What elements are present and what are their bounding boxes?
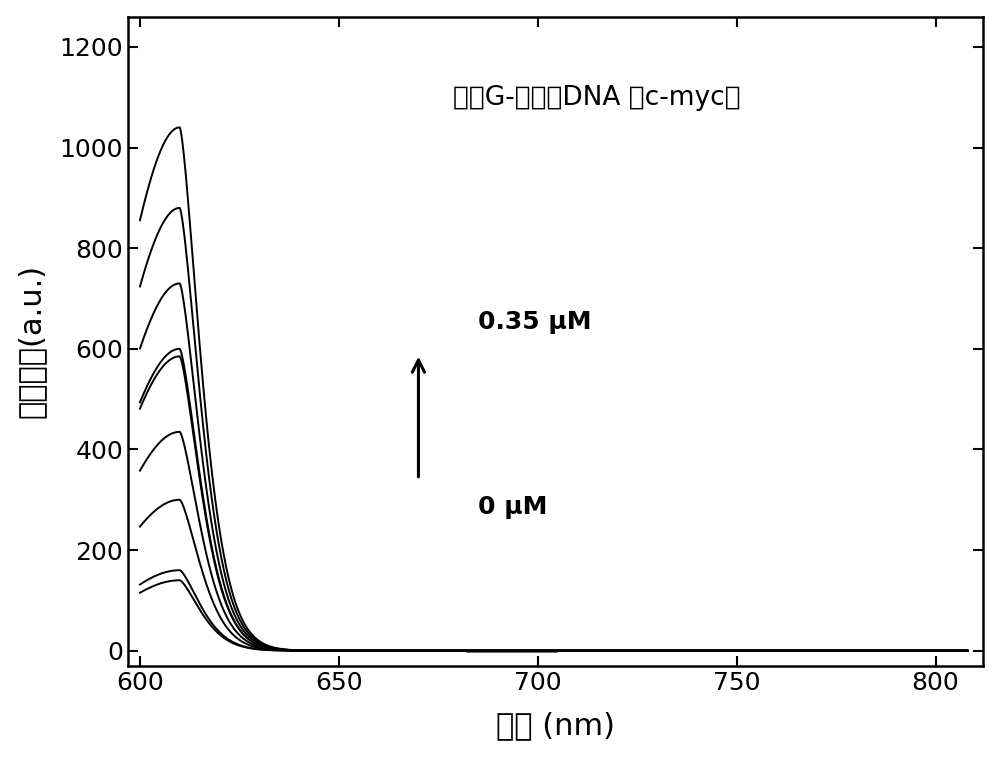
Y-axis label: 荧光强度(a.u.): 荧光强度(a.u.) xyxy=(17,264,46,419)
Text: 0 μM: 0 μM xyxy=(478,495,547,519)
Text: 0.35 μM: 0.35 μM xyxy=(478,310,592,334)
Text: 平行G-四链体DNA （c-myc）: 平行G-四链体DNA （c-myc） xyxy=(453,85,741,111)
X-axis label: 波长 (nm): 波长 (nm) xyxy=(496,712,615,740)
